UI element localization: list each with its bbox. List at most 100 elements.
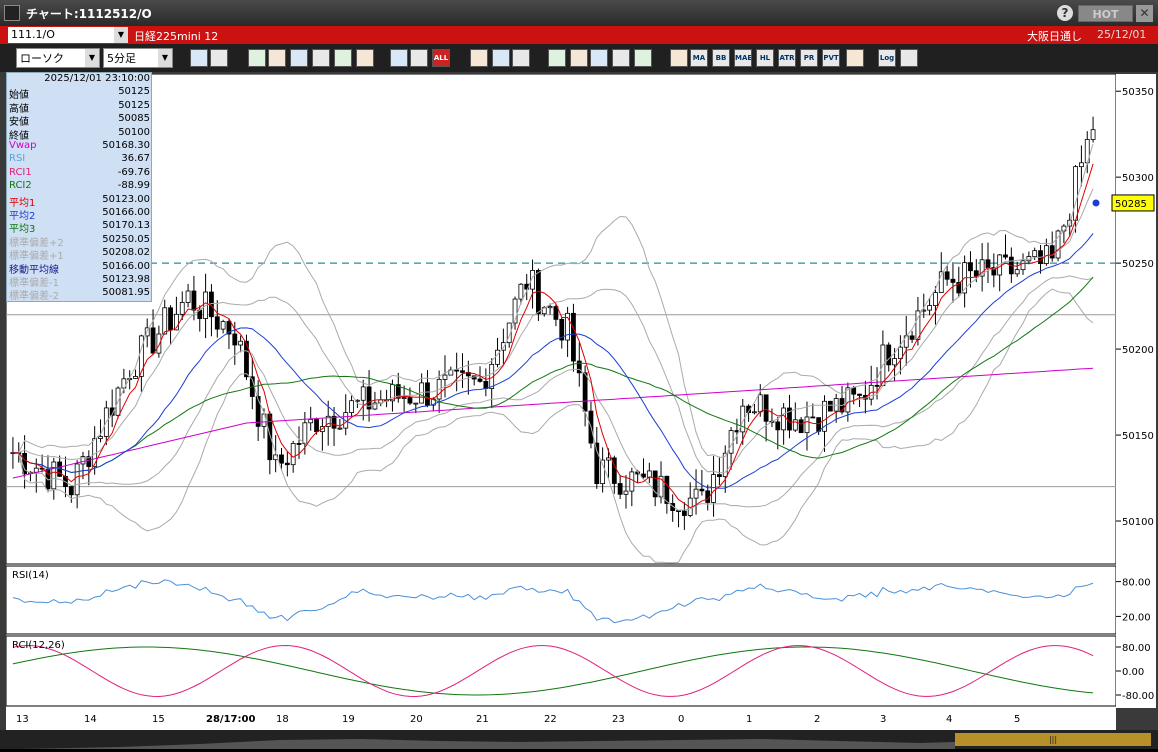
candle-body <box>1014 269 1020 275</box>
toolbar: ローソク ▼ 5分足 ▼ ALL MA BB MAE HL ATR PR PVT Log <box>0 44 1158 72</box>
price-tick-label: 50350 <box>1122 87 1154 98</box>
candle-body <box>279 454 284 464</box>
mae-button[interactable]: MAE <box>734 49 752 67</box>
zoom-icon[interactable] <box>190 49 208 67</box>
info-value: 50100 <box>118 126 150 138</box>
candle-body <box>121 378 127 389</box>
chart2-icon[interactable] <box>590 49 608 67</box>
info-row: RCI2 -88.99 <box>7 180 153 193</box>
candle-body <box>973 270 979 277</box>
info-label: 移動平均線 <box>9 264 59 276</box>
atr-button[interactable]: ATR <box>778 49 796 67</box>
info-value: -88.99 <box>117 180 150 192</box>
symbol-select[interactable]: 111.1/O ▼ <box>8 27 128 43</box>
rci2-line <box>12 646 1094 696</box>
ma1-line <box>12 163 1094 509</box>
candle-body <box>506 322 512 344</box>
pvt-button[interactable]: PVT <box>822 49 840 67</box>
time-scrollbar[interactable]: ||| <box>0 730 1158 749</box>
candle-body <box>284 462 290 466</box>
candle-body <box>938 271 944 293</box>
search-icon[interactable] <box>570 49 588 67</box>
crosshair-icon[interactable] <box>210 49 228 67</box>
trend-icon[interactable] <box>268 49 286 67</box>
candle-icon[interactable] <box>390 49 408 67</box>
all-button[interactable]: ALL <box>432 49 450 67</box>
x-axis-label: 23 <box>612 714 625 725</box>
price-tick-label: 50150 <box>1122 431 1154 442</box>
chevron-down-icon[interactable]: ▼ <box>85 49 99 67</box>
help-button[interactable]: ? <box>1057 5 1073 21</box>
x-axis-label: 4 <box>946 714 952 725</box>
candle-body <box>162 307 168 335</box>
flag-icon[interactable] <box>612 49 630 67</box>
candle-body <box>1020 260 1026 271</box>
price-tick-label: 50100 <box>1122 517 1154 528</box>
candle-body <box>80 456 86 465</box>
candle2-icon[interactable] <box>410 49 428 67</box>
candle-body <box>331 415 337 429</box>
candle-body <box>442 374 448 380</box>
info-row: RCI1 -69.76 <box>7 167 153 180</box>
chevron-down-icon[interactable]: ▼ <box>114 27 128 43</box>
cursor-icon[interactable] <box>290 49 308 67</box>
candle-body <box>810 416 816 419</box>
line-draw-icon[interactable] <box>248 49 266 67</box>
candle-body <box>1073 166 1078 221</box>
info-row: 高値 50125 <box>7 100 153 115</box>
candle-body <box>226 321 232 335</box>
box-icon[interactable] <box>846 49 864 67</box>
bb-button[interactable]: BB <box>712 49 730 67</box>
candle-body <box>693 488 699 499</box>
candle-body <box>874 384 880 387</box>
trash-icon[interactable] <box>356 49 374 67</box>
chevron-down-icon[interactable]: ▼ <box>158 49 172 67</box>
bollinger-upper2 <box>12 143 1094 459</box>
wrench-icon[interactable] <box>492 49 510 67</box>
candle-body <box>220 321 226 330</box>
settings-icon[interactable] <box>470 49 488 67</box>
log-button[interactable]: Log <box>878 49 896 67</box>
rci-panel <box>5 635 1117 707</box>
x-axis-label: 2 <box>814 714 820 725</box>
candle-body <box>407 397 413 404</box>
bollinger-lower2 <box>12 288 1094 564</box>
note-icon[interactable] <box>334 49 352 67</box>
candle-body <box>565 312 570 341</box>
down-icon[interactable] <box>548 49 566 67</box>
info-icon[interactable] <box>634 49 652 67</box>
x-axis-label: 13 <box>16 714 29 725</box>
chart-area[interactable]: 50350 50300 50250 50200 50150 50100 50285 RSI(1… <box>5 73 1156 708</box>
pr-button[interactable]: PR <box>800 49 818 67</box>
candle-body <box>757 394 763 413</box>
candle-body <box>366 386 372 410</box>
candle-body <box>460 370 465 373</box>
ma-button[interactable]: MA <box>690 49 708 67</box>
x-axis: 13 14 15 28/17:00 18 19 20 21 22 23 0 1 2 3 4 5 <box>16 714 1020 725</box>
window-icon[interactable] <box>900 49 918 67</box>
chart-type-select[interactable]: ローソク ▼ <box>16 48 100 68</box>
candle-body <box>156 333 162 354</box>
close-button[interactable]: ✕ <box>1136 5 1153 22</box>
info-row: 標準偏差-1 50123.98 <box>7 274 153 289</box>
arrow-icon[interactable] <box>312 49 330 67</box>
scroll-thumb[interactable]: ||| <box>955 733 1151 746</box>
fib-icon[interactable] <box>670 49 688 67</box>
info-label: 平均3 <box>9 224 36 236</box>
header-date: 25/12/01 <box>1097 28 1147 41</box>
hl-button[interactable]: HL <box>756 49 774 67</box>
rci-tick-label: -80.00 <box>1122 691 1154 702</box>
candle-body <box>290 443 296 466</box>
candle-body <box>1055 230 1061 259</box>
candle-body <box>483 381 489 389</box>
hot-button[interactable]: HOT <box>1078 5 1133 22</box>
candle-body <box>138 335 144 377</box>
price-chart[interactable]: 50350 50300 50250 50200 50150 50100 50285 RSI(1… <box>5 73 1156 708</box>
info-row: 平均3 50170.13 <box>7 220 153 236</box>
info-value: 50081.95 <box>102 287 150 299</box>
info-label: 終値 <box>9 130 29 142</box>
info-value: 50123.98 <box>102 274 150 285</box>
candle-body <box>454 369 460 372</box>
interval-select[interactable]: 5分足 ▼ <box>103 48 173 68</box>
color-icon[interactable] <box>512 49 530 67</box>
